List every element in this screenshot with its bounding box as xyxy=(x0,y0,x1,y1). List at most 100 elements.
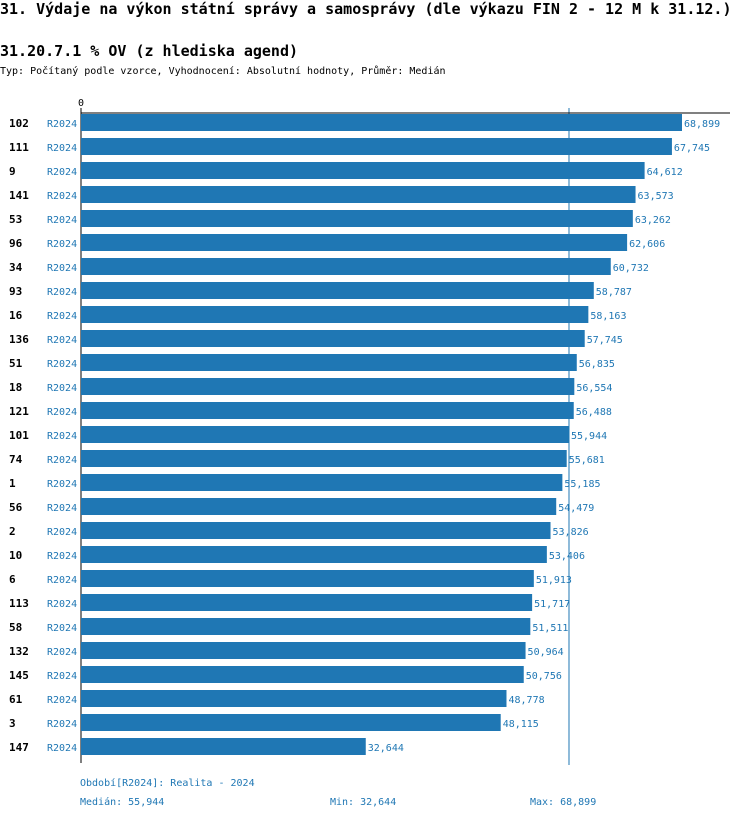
bar-value-label: 51,717 xyxy=(534,599,570,610)
row-id-label: 111 xyxy=(9,141,29,154)
bar-value-label: 63,573 xyxy=(638,191,674,202)
bar-value-label: 68,899 xyxy=(684,119,720,130)
bar-value-label: 57,745 xyxy=(587,335,623,346)
bar xyxy=(81,282,594,299)
bar xyxy=(81,186,636,203)
bar xyxy=(81,354,577,371)
bar-value-label: 56,554 xyxy=(576,383,612,394)
row-period-label: R2024 xyxy=(47,647,77,658)
row-id-label: 3 xyxy=(9,717,16,730)
row-id-label: 113 xyxy=(9,597,29,610)
row-period-label: R2024 xyxy=(47,383,77,394)
bar-value-label: 58,787 xyxy=(596,287,632,298)
row-period-label: R2024 xyxy=(47,215,77,226)
bar xyxy=(81,378,575,395)
row-period-label: R2024 xyxy=(47,623,77,634)
row-id-label: 6 xyxy=(9,573,16,586)
row-id-label: 34 xyxy=(9,261,23,274)
row-id-label: 61 xyxy=(9,693,23,706)
bar xyxy=(81,690,507,707)
row-id-label: 2 xyxy=(9,525,16,538)
bar-value-label: 51,511 xyxy=(532,623,568,634)
bar-value-label: 62,606 xyxy=(629,239,665,250)
row-id-label: 96 xyxy=(9,237,23,250)
bar-value-label: 56,835 xyxy=(579,359,615,370)
footer-min: Min: 32,644 xyxy=(330,797,397,808)
bar-value-label: 53,826 xyxy=(553,527,589,538)
row-period-label: R2024 xyxy=(47,503,77,514)
bar xyxy=(81,234,628,251)
row-period-label: R2024 xyxy=(47,407,77,418)
row-period-label: R2024 xyxy=(47,695,77,706)
bar-value-label: 55,944 xyxy=(571,431,607,442)
row-id-label: 58 xyxy=(9,621,22,634)
row-period-label: R2024 xyxy=(47,431,77,442)
row-id-label: 147 xyxy=(9,741,29,754)
bar xyxy=(81,738,366,755)
row-period-label: R2024 xyxy=(47,599,77,610)
row-id-label: 93 xyxy=(9,285,22,298)
row-id-label: 10 xyxy=(9,549,22,562)
row-id-label: 18 xyxy=(9,381,22,394)
row-period-label: R2024 xyxy=(47,455,77,466)
bar xyxy=(81,546,547,563)
row-period-label: R2024 xyxy=(47,311,77,322)
bar xyxy=(81,330,585,347)
row-id-label: 16 xyxy=(9,309,23,322)
bar xyxy=(81,114,682,131)
bar-value-label: 50,756 xyxy=(526,671,562,682)
row-period-label: R2024 xyxy=(47,143,77,154)
row-period-label: R2024 xyxy=(47,287,77,298)
bar xyxy=(81,306,589,323)
bar-value-label: 58,163 xyxy=(590,311,626,322)
row-period-label: R2024 xyxy=(47,119,77,130)
row-id-label: 74 xyxy=(9,453,23,466)
bar-value-label: 55,681 xyxy=(569,455,605,466)
bar xyxy=(81,474,563,491)
row-period-label: R2024 xyxy=(47,479,77,490)
bar xyxy=(81,162,645,179)
row-period-label: R2024 xyxy=(47,719,77,730)
bar xyxy=(81,642,526,659)
bar-value-label: 67,745 xyxy=(674,143,710,154)
bar-value-label: 54,479 xyxy=(558,503,594,514)
footer-period: Období[R2024]: Realita - 2024 xyxy=(80,778,255,789)
bar-value-label: 48,115 xyxy=(503,719,539,730)
bar-value-label: 56,488 xyxy=(576,407,612,418)
bar-value-label: 55,185 xyxy=(564,479,600,490)
row-period-label: R2024 xyxy=(47,743,77,754)
row-id-label: 132 xyxy=(9,645,29,658)
row-id-label: 136 xyxy=(9,333,29,346)
bar xyxy=(81,522,551,539)
bar-value-label: 50,964 xyxy=(528,647,564,658)
bar-value-label: 51,913 xyxy=(536,575,572,586)
row-id-label: 53 xyxy=(9,213,22,226)
chart-title: 31. Výdaje na výkon státní správy a samo… xyxy=(0,0,732,18)
row-id-label: 101 xyxy=(9,429,29,442)
row-period-label: R2024 xyxy=(47,575,77,586)
bar xyxy=(81,618,531,635)
row-period-label: R2024 xyxy=(47,551,77,562)
bar xyxy=(81,570,534,587)
bar xyxy=(81,498,557,515)
bar xyxy=(81,258,611,275)
bar xyxy=(81,402,574,419)
bar xyxy=(81,210,633,227)
row-period-label: R2024 xyxy=(47,167,77,178)
bar-value-label: 32,644 xyxy=(368,743,404,754)
bar xyxy=(81,450,567,467)
row-id-label: 1 xyxy=(9,477,16,490)
row-id-label: 121 xyxy=(9,405,29,418)
row-id-label: 56 xyxy=(9,501,23,514)
row-id-label: 9 xyxy=(9,165,16,178)
row-period-label: R2024 xyxy=(47,671,77,682)
row-period-label: R2024 xyxy=(47,359,77,370)
row-id-label: 102 xyxy=(9,117,29,130)
bar-value-label: 63,262 xyxy=(635,215,671,226)
chart-subtitle: 31.20.7.1 % OV (z hlediska agend) xyxy=(0,42,299,60)
bar-value-label: 48,778 xyxy=(508,695,544,706)
row-id-label: 145 xyxy=(9,669,29,682)
row-period-label: R2024 xyxy=(47,335,77,346)
bar-value-label: 60,732 xyxy=(613,263,649,274)
